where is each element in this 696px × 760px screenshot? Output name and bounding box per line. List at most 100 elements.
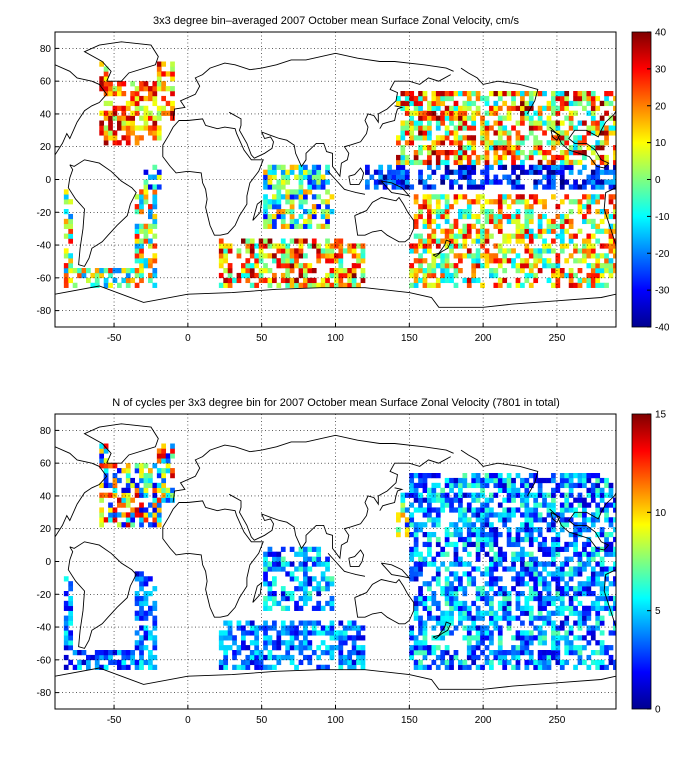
heatmap-cell [458, 140, 463, 146]
heatmap-cell [595, 184, 601, 190]
heatmap-cell [320, 223, 326, 229]
heatmap-cell [604, 502, 609, 508]
heatmap-cell [391, 184, 397, 190]
heatmap-cell [506, 591, 512, 597]
heatmap-cell [289, 199, 295, 205]
heatmap-cell [422, 620, 428, 626]
heatmap-cell [422, 159, 428, 166]
heatmap-cell [418, 253, 423, 259]
heatmap-cell [418, 645, 423, 651]
heatmap-cell [404, 120, 410, 126]
heatmap-cell [582, 620, 587, 626]
heatmap-cell [449, 184, 454, 190]
heatmap-cell [613, 209, 616, 215]
heatmap-cell [555, 546, 561, 552]
heatmap-cell [568, 115, 574, 121]
heatmap-cell [387, 174, 392, 180]
heatmap-cell [148, 223, 153, 229]
heatmap-cell [511, 541, 516, 548]
heatmap-cell [134, 243, 140, 249]
heatmap-cell [520, 492, 525, 498]
heatmap-cell [520, 536, 525, 543]
heatmap-cell [227, 268, 233, 274]
heatmap-cell [148, 512, 153, 518]
heatmap-cell [599, 179, 605, 185]
heatmap-cell [63, 272, 69, 279]
heatmap-cell [276, 635, 282, 641]
heatmap-cell [117, 120, 122, 126]
heatmap-cell [568, 282, 574, 288]
heatmap-cell [537, 492, 543, 498]
heatmap-cell [568, 600, 574, 607]
colorbar-tick-label: 10 [655, 508, 667, 519]
heatmap-cell [546, 581, 552, 587]
heatmap-cell [117, 268, 122, 274]
heatmap-cell [480, 595, 485, 602]
heatmap-cell [103, 282, 109, 288]
heatmap-cell [502, 650, 508, 656]
heatmap-cell [285, 189, 291, 195]
heatmap-cell [586, 95, 592, 102]
heatmap-cell [68, 277, 74, 284]
heatmap-cell [458, 213, 463, 220]
heatmap-cell [303, 586, 308, 592]
heatmap-cell [546, 223, 552, 229]
heatmap-cell [156, 487, 162, 493]
heatmap-cell [427, 610, 432, 616]
heatmap-cell [444, 110, 450, 116]
heatmap-cell [267, 238, 273, 244]
heatmap-cell [148, 605, 153, 611]
heatmap-cell [453, 135, 459, 141]
heatmap-cell [489, 595, 494, 602]
heatmap-cell [143, 110, 149, 116]
heatmap-cell [515, 541, 521, 548]
heatmap-cell [249, 659, 255, 666]
heatmap-cell [466, 502, 472, 508]
heatmap-cell [559, 233, 565, 239]
heatmap-cell [449, 110, 454, 116]
heatmap-cell [263, 620, 268, 626]
heatmap-cell [449, 487, 454, 493]
heatmap-cell [130, 497, 136, 503]
heatmap-cell [325, 169, 330, 175]
heatmap-cell [462, 238, 468, 244]
heatmap-cell [422, 473, 428, 479]
heatmap-cell [595, 120, 601, 126]
heatmap-cell [440, 610, 446, 616]
heatmap-cell [528, 100, 534, 107]
heatmap-cell [152, 233, 158, 239]
heatmap-cell [404, 100, 410, 107]
heatmap-cell [435, 282, 441, 288]
heatmap-cell [285, 223, 291, 229]
heatmap-cell [444, 228, 450, 234]
heatmap-cell [466, 282, 472, 288]
heatmap-cell [480, 512, 485, 518]
heatmap-cell [533, 263, 539, 269]
heatmap-cell [152, 243, 158, 249]
heatmap-cell [161, 473, 167, 479]
heatmap-cell [528, 571, 534, 577]
heatmap-cell [564, 218, 570, 225]
heatmap-cell [528, 605, 534, 611]
heatmap-cell [484, 179, 490, 185]
heatmap-cell [444, 135, 450, 141]
heatmap-cell [551, 91, 556, 97]
heatmap-cell [342, 282, 348, 288]
heatmap-cell [125, 468, 131, 474]
heatmap-cell [528, 561, 534, 567]
heatmap-cell [528, 248, 534, 254]
heatmap-cell [134, 463, 140, 469]
heatmap-cell [564, 154, 570, 161]
heatmap-cell [511, 233, 516, 239]
heatmap-cell [551, 105, 556, 111]
heatmap-cell [303, 591, 308, 597]
heatmap-cell [577, 477, 583, 484]
heatmap-cell [298, 179, 304, 185]
heatmap-cell [528, 125, 534, 131]
heatmap-cell [506, 600, 512, 607]
heatmap-cell [422, 272, 428, 279]
heatmap-cell [143, 184, 149, 190]
heatmap-cell [152, 86, 158, 92]
heatmap-cell [573, 664, 578, 670]
heatmap-cell [520, 95, 525, 102]
